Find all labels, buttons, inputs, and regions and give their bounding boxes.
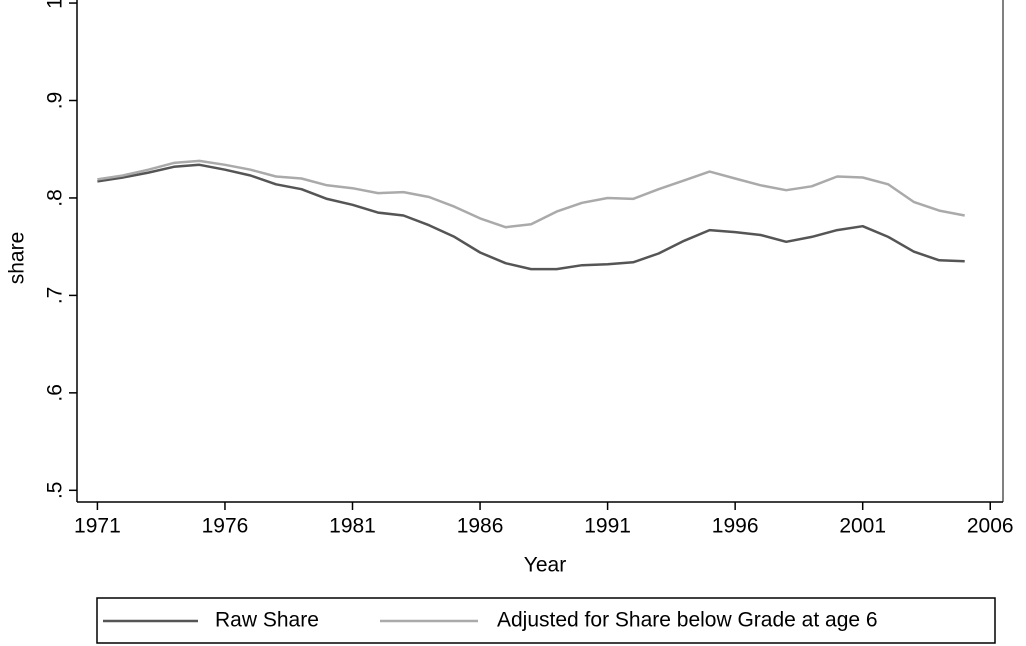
x-tick-label: 1976 xyxy=(202,515,249,538)
legend-box xyxy=(96,597,996,644)
x-tick-label: 1986 xyxy=(457,515,504,538)
x-axis-label: Year xyxy=(524,554,566,577)
x-tick-label: 1971 xyxy=(74,515,121,538)
x-tick-label: 2001 xyxy=(839,515,886,538)
series-line xyxy=(97,163,965,271)
y-axis-label: share xyxy=(6,232,29,285)
y-tick-label: .5 xyxy=(44,482,67,500)
y-tick-label: .7 xyxy=(44,287,67,305)
legend-label: Raw Share xyxy=(215,609,319,632)
y-tick-label: .6 xyxy=(44,384,67,402)
y-tick-label: 1 xyxy=(44,0,67,9)
series-line xyxy=(97,159,965,229)
x-tick-label: 2006 xyxy=(967,515,1014,538)
y-tick-label: .8 xyxy=(44,189,67,207)
x-tick-label: 1991 xyxy=(584,515,631,538)
y-tick-label: .9 xyxy=(44,92,67,110)
x-tick-label: 1981 xyxy=(329,515,376,538)
x-tick-label: 1996 xyxy=(712,515,759,538)
legend-label: Adjusted for Share below Grade at age 6 xyxy=(497,609,878,632)
